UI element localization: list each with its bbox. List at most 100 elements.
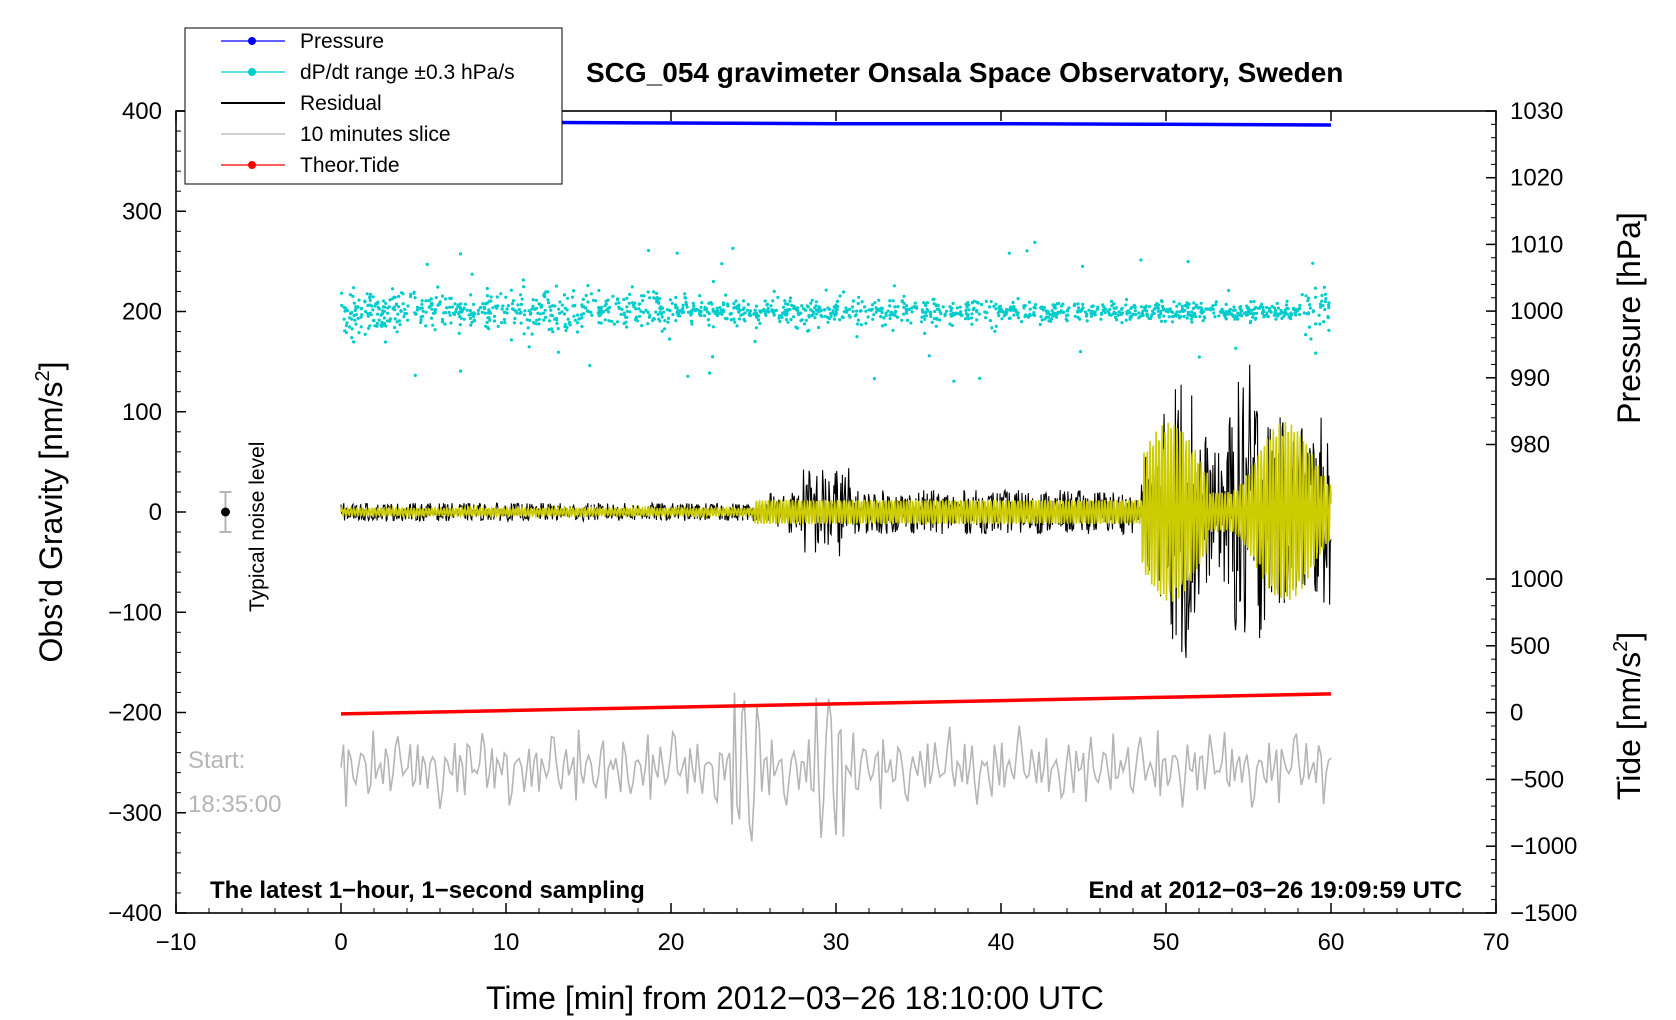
dpdt-point xyxy=(368,324,372,328)
dpdt-point xyxy=(371,318,376,323)
dpdt-point xyxy=(1113,306,1118,310)
dpdt-point xyxy=(990,326,994,330)
dpdt-point xyxy=(979,302,984,307)
dpdt-point xyxy=(857,295,861,299)
dpdt-point xyxy=(908,307,912,311)
dpdt-point xyxy=(1198,315,1202,319)
dpdt-point xyxy=(1007,316,1011,321)
dpdt-point xyxy=(1180,304,1184,308)
tide-line xyxy=(340,692,1332,716)
dpdt-point xyxy=(584,293,588,298)
dpdt-point xyxy=(654,310,658,314)
dpdt-point xyxy=(1096,305,1100,309)
dpdt-point xyxy=(671,312,675,317)
dpdt-point xyxy=(1117,310,1121,314)
chart-title: SCG_054 gravimeter Onsala Space Observat… xyxy=(586,57,1343,88)
dpdt-point xyxy=(954,311,958,315)
dpdt-point xyxy=(746,302,750,307)
dpdt-point xyxy=(879,315,883,319)
dpdt-point xyxy=(819,313,823,317)
dpdt-point xyxy=(955,306,960,310)
dpdt-point xyxy=(1065,319,1069,323)
dpdt-point xyxy=(924,304,928,308)
dpdt-point xyxy=(904,307,908,311)
dpdt-point xyxy=(670,301,674,305)
dpdt-point xyxy=(1163,319,1167,323)
dpdt-point xyxy=(499,292,503,296)
dpdt-point xyxy=(492,319,497,323)
dpdt-point xyxy=(1293,311,1297,315)
dpdt-point xyxy=(874,310,878,314)
dpdt-point xyxy=(1265,305,1269,310)
dpdt-point xyxy=(492,314,497,318)
dpdt-point xyxy=(1224,302,1228,306)
dpdt-point xyxy=(684,303,689,307)
dpdt-point xyxy=(856,322,860,326)
dpdt-point xyxy=(390,287,395,291)
dpdt-point xyxy=(880,324,885,328)
dpdt-point xyxy=(440,317,445,321)
x-tick-label: 70 xyxy=(1483,929,1510,956)
dpdt-point xyxy=(994,307,998,311)
dpdt-point xyxy=(514,309,518,313)
dpdt-point xyxy=(1225,312,1229,316)
dpdt-point xyxy=(1256,306,1260,310)
dpdt-point xyxy=(1085,312,1089,317)
dpdt-point xyxy=(1149,316,1153,321)
dpdt-point xyxy=(513,316,517,321)
dpdt-point xyxy=(789,318,793,322)
dpdt-point xyxy=(486,311,490,315)
dpdt-point xyxy=(1201,319,1205,323)
dpdt-point xyxy=(1115,318,1119,322)
dpdt-point xyxy=(600,309,604,314)
dpdt-point xyxy=(1078,317,1082,321)
dpdt-point xyxy=(834,312,838,316)
dpdt-point xyxy=(440,294,445,298)
dpdt-point xyxy=(959,314,964,318)
dpdt-point xyxy=(501,304,505,308)
dpdt-point xyxy=(1314,322,1318,326)
dpdt-point xyxy=(1159,319,1164,323)
dpdt-point xyxy=(975,300,979,304)
dpdt-point xyxy=(1199,301,1203,305)
dpdt-point xyxy=(1222,311,1226,316)
dpdt-point xyxy=(603,304,607,308)
dpdt-point xyxy=(800,304,804,308)
dpdt-point xyxy=(487,316,491,320)
dpdt-point xyxy=(772,313,776,317)
x-axis-ticks: −10 0 10 20 30 40 50 60 70 xyxy=(156,111,1510,956)
dpdt-point xyxy=(1119,312,1123,317)
dpdt-point xyxy=(929,310,933,314)
dpdt-point xyxy=(512,321,517,325)
dpdt-point xyxy=(395,330,399,334)
dpdt-point xyxy=(809,314,814,318)
dpdt-point xyxy=(998,304,1002,308)
dpdt-point xyxy=(873,301,877,305)
dpdt-point xyxy=(403,307,407,311)
dpdt-point xyxy=(359,325,363,329)
dpdt-point xyxy=(888,299,892,303)
dpdt-point xyxy=(625,309,629,313)
dpdt-point xyxy=(832,317,837,321)
dpdt-point xyxy=(548,305,552,309)
tide-tick-label: −1500 xyxy=(1510,900,1577,927)
dpdt-point xyxy=(496,324,500,328)
dpdt-point xyxy=(884,311,888,315)
dpdt-point xyxy=(548,319,552,323)
dpdt-point xyxy=(1212,311,1216,315)
dpdt-point xyxy=(1081,306,1085,310)
dpdt-point xyxy=(476,312,480,316)
dpdt-point xyxy=(1004,310,1009,314)
dpdt-point xyxy=(1042,305,1046,310)
dpdt-point xyxy=(381,309,385,313)
dpdt-point xyxy=(915,306,919,310)
dpdt-point xyxy=(1188,313,1192,317)
dpdt-point xyxy=(684,300,688,304)
dpdt-point xyxy=(707,323,711,327)
dpdt-point xyxy=(864,321,868,325)
dpdt-point xyxy=(646,290,650,294)
dpdt-point xyxy=(902,305,906,309)
dpdt-point xyxy=(541,311,546,315)
dpdt-point xyxy=(615,320,620,324)
dpdt-point xyxy=(350,327,354,331)
